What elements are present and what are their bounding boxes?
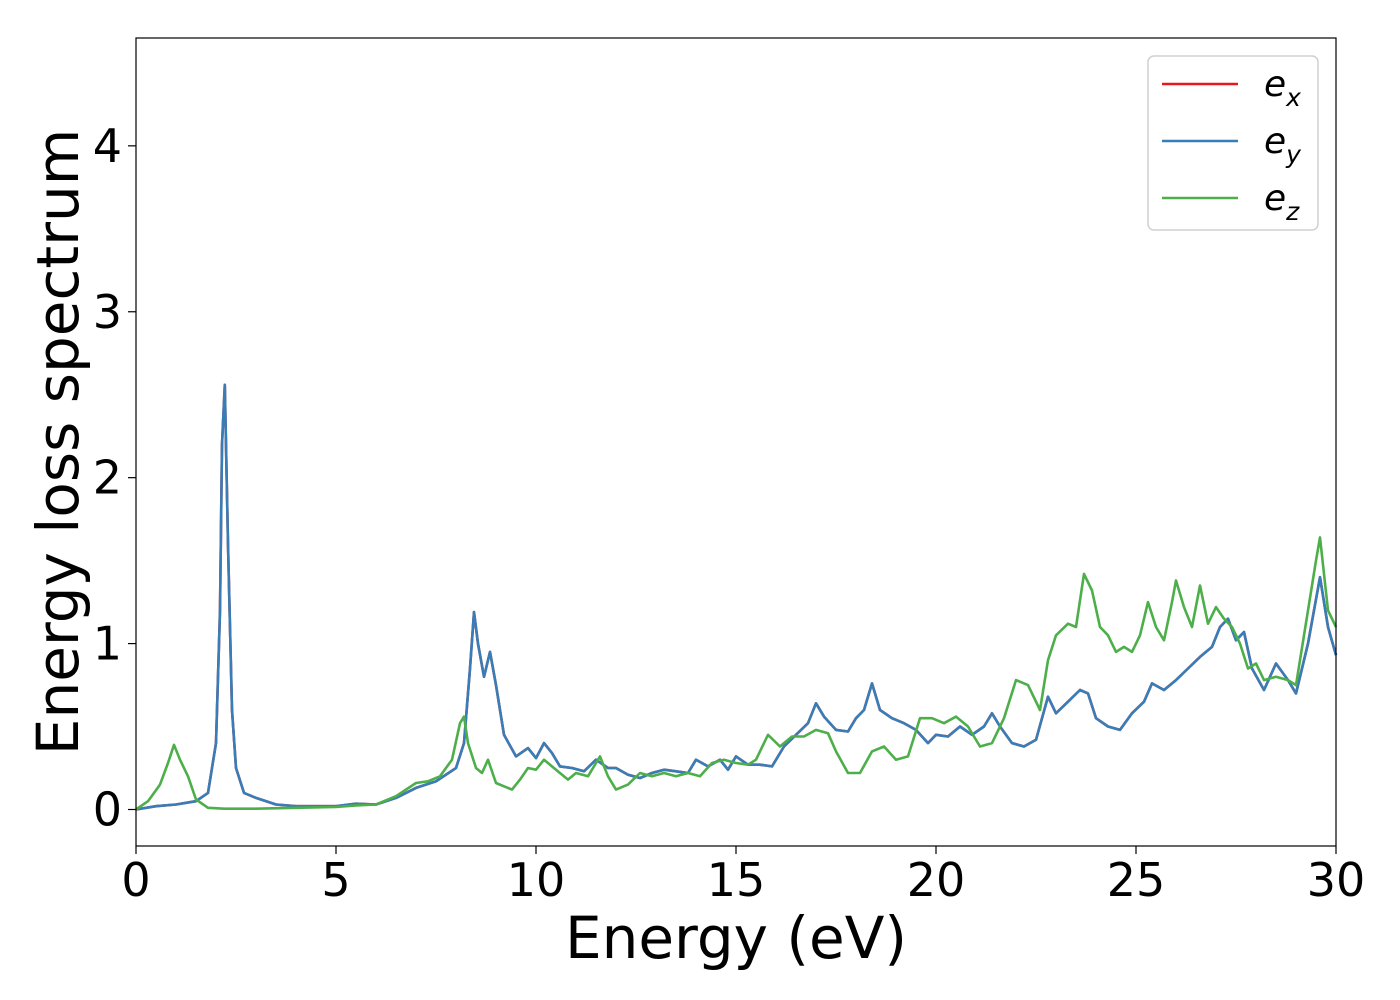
plot-frame — [135, 37, 1337, 847]
legend-label-ey: ey — [1264, 121, 1302, 169]
legend-label-ez: ez — [1264, 178, 1300, 226]
y-tick-label: 4 — [93, 119, 122, 173]
x-tick-label: 25 — [1107, 853, 1166, 907]
y-axis-ticks: 0 1 2 3 4 — [93, 119, 136, 836]
y-tick-label: 0 — [93, 782, 122, 836]
y-tick-label: 3 — [93, 285, 122, 339]
plot-background — [136, 38, 1336, 846]
x-tick-label: 15 — [707, 853, 766, 907]
y-tick-label: 1 — [93, 617, 122, 671]
x-tick-label: 20 — [907, 853, 966, 907]
x-axis-title: Energy (eV) — [565, 904, 907, 972]
series-layer — [135, 383, 1338, 811]
y-axis-title: Energy loss spectrum — [24, 129, 92, 755]
x-tick-label: 30 — [1307, 853, 1366, 907]
y-tick-label: 2 — [93, 451, 122, 505]
x-tick-label: 5 — [321, 853, 350, 907]
legend-label-ex: ex — [1264, 64, 1301, 112]
x-tick-label: 0 — [121, 853, 150, 907]
legend-box — [1147, 55, 1319, 231]
x-axis-ticks: 0 5 10 15 20 25 30 — [121, 846, 1365, 907]
legend: ex ey ez — [1147, 55, 1319, 231]
x-tick-label: 10 — [507, 853, 566, 907]
series-line-ez — [135, 536, 1338, 811]
